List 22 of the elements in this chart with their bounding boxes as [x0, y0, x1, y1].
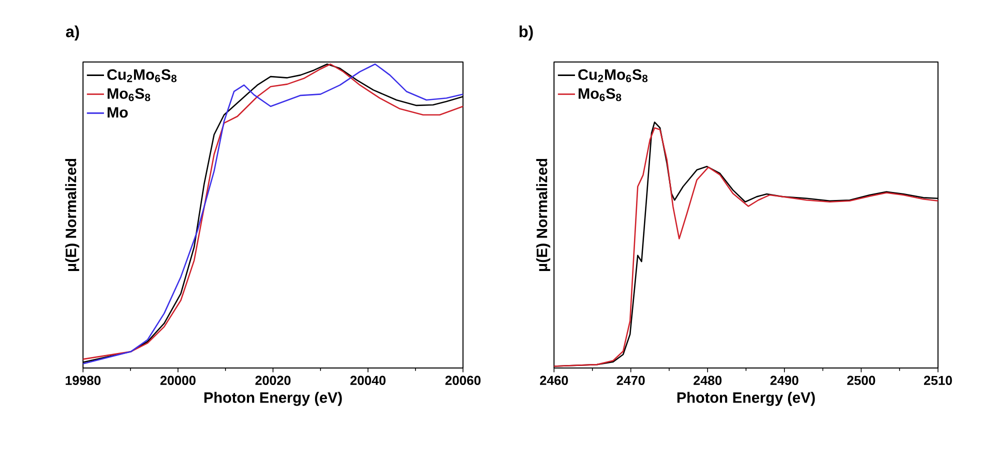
legend-label: Mo$_{6}$S$_{8}$ [578, 88, 622, 102]
x-tick-label: 20000 [160, 376, 196, 386]
chart-title: a) [66, 26, 79, 40]
x-tick-label: 2500 [847, 376, 876, 386]
x-tick-label: 20040 [350, 376, 386, 386]
y-axis-title: μ(E) Normalized [536, 158, 550, 272]
x-tick-label: 2480 [694, 376, 722, 386]
chart-title: b) [520, 26, 533, 40]
legend-label: Cu$_{2}$Mo$_{6}$S$_{8}$ [107, 69, 177, 82]
legend-label: Mo$_{6}$S$_{8}$ [108, 88, 150, 102]
x-axis-title: Photon Energy (eV) [677, 392, 815, 406]
x-tick-label: 2470 [616, 376, 645, 386]
x-tick-label: 2510 [924, 376, 952, 386]
x-tick-label: 19980 [66, 376, 101, 386]
x-tick-label: 20060 [445, 376, 481, 386]
legend-label: Mo [108, 107, 128, 118]
x-axis-title: Photon Energy (eV) [204, 392, 342, 406]
x-tick-label: 20020 [255, 376, 291, 386]
x-tick-label: 2460 [540, 376, 568, 386]
legend-label: Cu$_{2}$Mo$_{6}$S$_{8}$ [578, 69, 648, 82]
y-axis-title: μ(E) Normalized [65, 158, 80, 272]
x-tick-label: 2490 [770, 376, 798, 386]
